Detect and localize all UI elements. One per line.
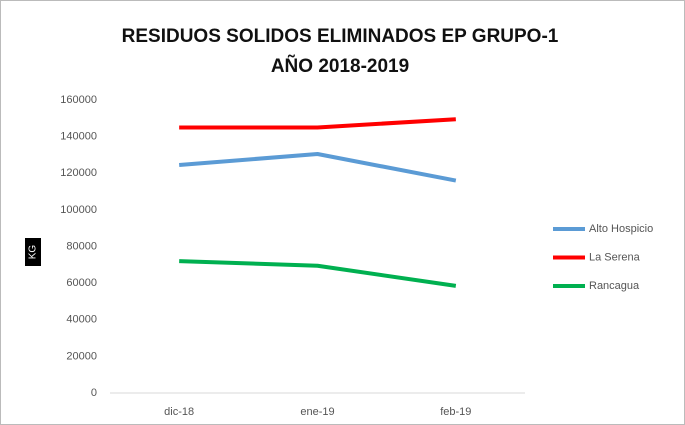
y-tick-label: 0: [91, 387, 97, 399]
y-tick-label: 40000: [66, 314, 97, 326]
data-line: [179, 259, 457, 288]
y-tick-label: 100000: [60, 204, 97, 216]
x-tick-label: feb-19: [440, 406, 471, 418]
y-tick-label: 80000: [66, 240, 97, 252]
legend-label: Alto Hospicio: [589, 223, 653, 235]
y-tick-label: 20000: [66, 350, 97, 362]
y-tick-label: 140000: [60, 131, 97, 143]
x-tick-label: ene-19: [300, 406, 334, 418]
y-axis-label: KG: [28, 245, 39, 260]
legend-label: Rancagua: [589, 280, 640, 292]
data-line: [179, 152, 457, 183]
x-tick-label: dic-18: [164, 406, 194, 418]
data-line: [179, 117, 456, 130]
y-tick-label: 60000: [66, 277, 97, 289]
chart-title: RESIDUOS SOLIDOS ELIMINADOS EP GRUPO-1 A…: [121, 26, 559, 77]
legend-label: La Serena: [589, 251, 641, 263]
y-label-box: [25, 238, 41, 266]
y-tick-label: 160000: [60, 94, 97, 106]
y-tick-label: 120000: [60, 167, 97, 179]
